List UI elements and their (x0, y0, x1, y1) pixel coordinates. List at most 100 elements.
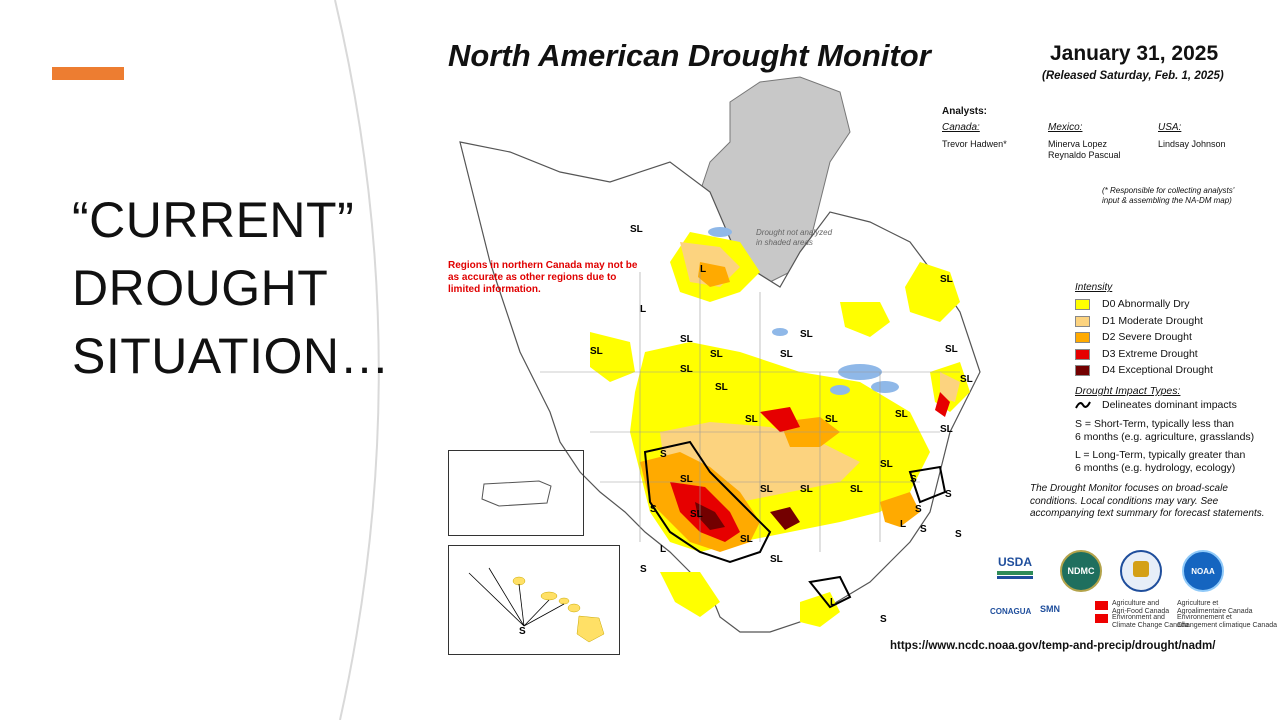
impact-label: L (640, 304, 646, 315)
puerto-rico-inset (448, 450, 584, 536)
slide-title-line-2: DROUGHT (72, 260, 329, 316)
legend-title: Intensity (1075, 282, 1113, 293)
impact-label: SL (760, 484, 773, 495)
impact-label: S (910, 474, 917, 485)
agr-fr-2: Agroalimentaire Canada (1177, 608, 1253, 615)
short-term-line-1: S = Short-Term, typically less than (1075, 418, 1235, 430)
canada-flag-icon (1095, 601, 1108, 610)
source-url[interactable]: https://www.ncdc.noaa.gov/temp-and-preci… (890, 640, 1216, 652)
agr-canada-en: Agriculture and Agri-Food Canada (1112, 600, 1169, 616)
impact-label: SL (770, 554, 783, 565)
legend-label-d3: D3 Extreme Drought (1102, 348, 1198, 360)
analysts-mexico-name-2: Reynaldo Pascual (1048, 150, 1121, 160)
hawaii-impact-label: S (519, 626, 526, 637)
legend-swatch-d4 (1075, 364, 1090, 376)
impact-label: SL (940, 274, 953, 285)
map-date: January 31, 2025 (1050, 42, 1219, 65)
slide-curve (334, 0, 380, 720)
impact-label: SL (690, 509, 703, 520)
analysts-usa-names: Lindsay Johnson (1158, 139, 1226, 149)
impact-label: SL (825, 414, 838, 425)
env-en-1: Environment and (1112, 614, 1165, 621)
map-title: North American Drought Monitor (448, 38, 931, 73)
analysts-note-line-1: (* Responsible for collecting analysts' (1102, 186, 1235, 195)
legend-item-d2: D2 Severe Drought (1075, 330, 1192, 344)
impact-label: SL (800, 329, 813, 340)
slide-title: “CURRENT” DROUGHT SITUATION… (72, 186, 390, 390)
env-canada-fr: Environnement et Changement climatique C… (1177, 614, 1277, 630)
conagua-logo: CONAGUA (990, 607, 1032, 616)
legend-swatch-d2 (1075, 331, 1090, 343)
impact-label: SL (630, 224, 643, 235)
slide-title-line-1: “CURRENT” (72, 192, 355, 248)
impact-label: S (920, 524, 927, 535)
analysts-canada-names: Trevor Hadwen* (942, 139, 1007, 149)
impact-types-title: Drought Impact Types: (1075, 385, 1181, 397)
focus-note: The Drought Monitor focuses on broad-sca… (1030, 483, 1265, 519)
impact-label: SL (880, 459, 893, 470)
accent-bar (52, 67, 124, 80)
env-canada-en: Environment and Climate Change Canada (1112, 614, 1189, 630)
impact-label: SL (780, 349, 793, 360)
agr-canada-fr: Agriculture et Agroalimentaire Canada (1177, 600, 1253, 616)
analysts-note: (* Responsible for collecting analysts' … (1102, 186, 1234, 206)
d4-areas (695, 502, 800, 530)
short-term-desc: S = Short-Term, typically less than 6 mo… (1075, 418, 1254, 443)
impact-label: S (650, 504, 657, 515)
impact-boundary-label: Delineates dominant impacts (1102, 399, 1237, 411)
legend-item-d1: D1 Moderate Drought (1075, 314, 1203, 328)
analysts-heading: Analysts: (942, 106, 988, 117)
impact-label: S (880, 614, 887, 625)
hawaii-map: S (468, 567, 605, 643)
impact-label: S (955, 529, 962, 540)
slide-left-panel: “CURRENT” DROUGHT SITUATION… (0, 0, 420, 720)
noaa-logo-text: NOAA (1191, 566, 1215, 576)
impact-label: S (640, 564, 647, 575)
legend-label-d1: D1 Moderate Drought (1102, 315, 1203, 327)
impact-label: SL (710, 349, 723, 360)
northern-canada-warning: Regions in northern Canada may not be as… (448, 260, 638, 295)
impact-label: L (830, 597, 836, 608)
commerce-seal-icon (1120, 550, 1162, 592)
impact-label: S (945, 489, 952, 500)
legend-label-d2: D2 Severe Drought (1102, 331, 1192, 343)
impact-label: S (660, 449, 667, 460)
agr-fr-1: Agriculture et (1177, 600, 1219, 607)
impact-label: L (900, 519, 906, 530)
impact-label: SL (960, 374, 973, 385)
analysts-note-line-2: input & assembling the NA-DM map) (1102, 196, 1232, 205)
impact-labels: SL L SL SL SL SL SL SL SL SL SL SL SL SL… (590, 224, 973, 625)
usda-logo: USDA (997, 555, 1033, 583)
region-borders (540, 272, 960, 552)
impact-boundary-icon (1075, 401, 1091, 409)
env-fr-2: Changement climatique Canada (1177, 622, 1278, 629)
impact-label: SL (680, 364, 693, 375)
short-term-line-2: 6 months (e.g. agriculture, grasslands) (1075, 430, 1255, 443)
legend-swatch-d1 (1075, 315, 1090, 327)
usda-logo-text: USDA (997, 555, 1032, 569)
canada-flag-icon-2 (1095, 614, 1108, 623)
legend-item-d3: D3 Extreme Drought (1075, 347, 1198, 361)
ndmc-logo-text: NDMC (1067, 566, 1095, 576)
legend-label-d4: D4 Exceptional Drought (1102, 364, 1213, 376)
analysts-mexico-label: Mexico: (1048, 122, 1083, 133)
long-term-line-2: 6 months (e.g. hydrology, ecology) (1075, 461, 1236, 474)
puerto-rico-map (481, 480, 552, 507)
drought-map-figure: North American Drought Monitor January 3… (420, 0, 1280, 720)
slide-title-line-3: SITUATION… (72, 328, 390, 384)
impact-label: SL (680, 474, 693, 485)
analysts-usa-label: USA: (1158, 122, 1182, 133)
analysts-mexico-name-1: Minerva Lopez (1048, 139, 1108, 149)
impact-label: SL (680, 334, 693, 345)
analysts-canada-label: Canada: (942, 122, 980, 133)
env-en-2: Climate Change Canada (1112, 622, 1189, 629)
impact-boundary-legend: Delineates dominant impacts (1075, 398, 1237, 412)
legend-swatch-d3 (1075, 348, 1090, 360)
noaa-logo: NOAA (1182, 550, 1224, 592)
not-analyzed-line-1: Drought not analyzed (756, 228, 833, 237)
hawaii-inset: S (448, 545, 620, 655)
long-term-line-1: L = Long-Term, typically greater than (1075, 449, 1246, 461)
impact-label: SL (745, 414, 758, 425)
legend-item-d4: D4 Exceptional Drought (1075, 363, 1213, 377)
impact-boundaries (643, 440, 947, 609)
